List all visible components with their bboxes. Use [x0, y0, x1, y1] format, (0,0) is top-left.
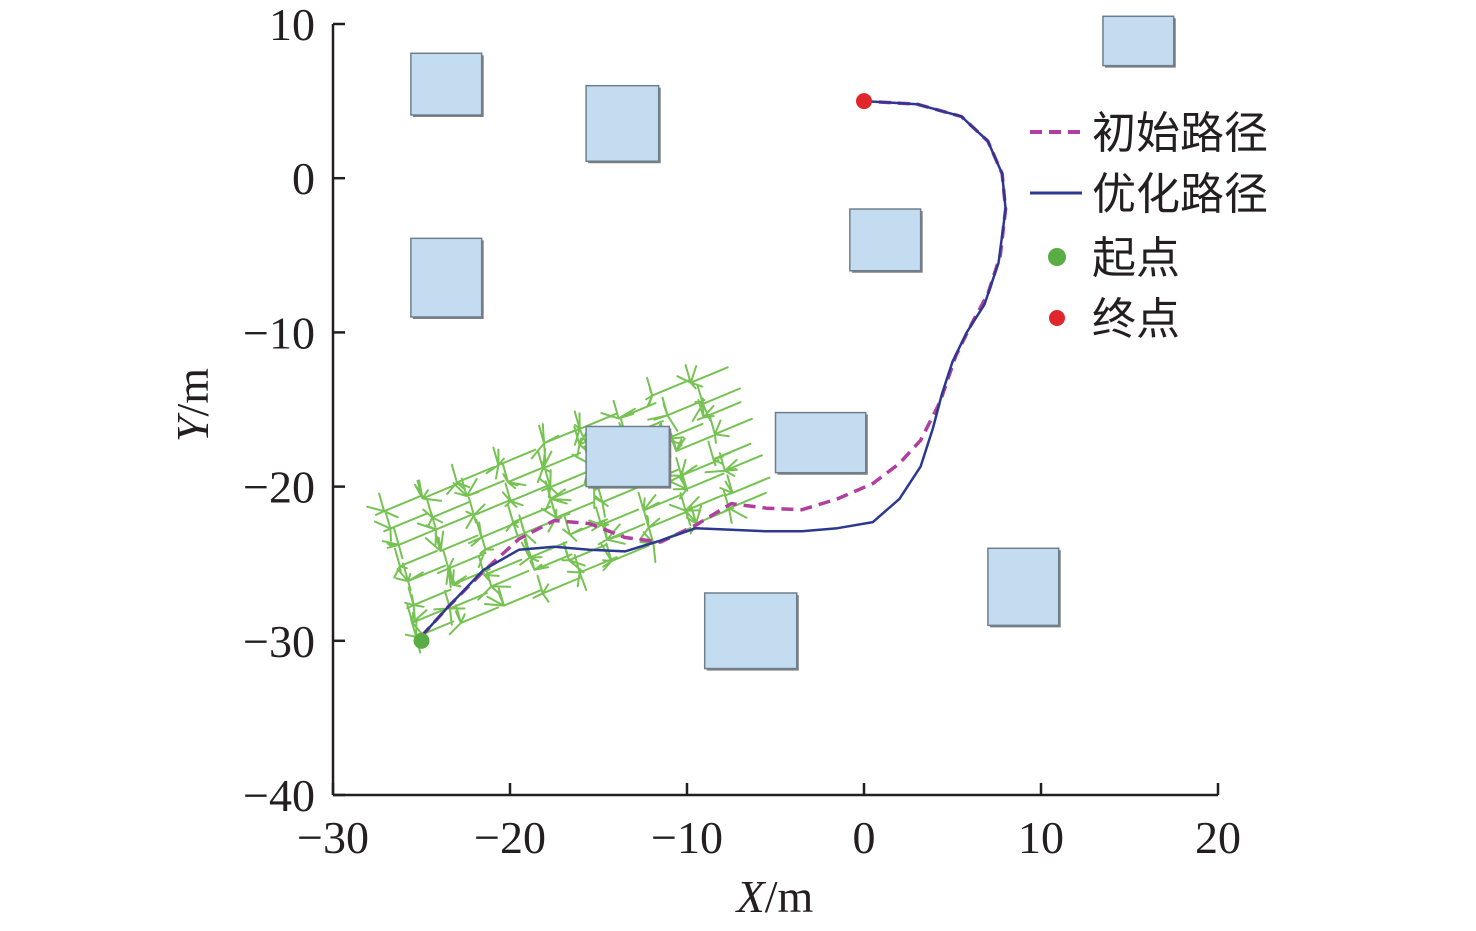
obstacle	[849, 208, 922, 272]
legend-initial-path-label: 初始路径	[1092, 108, 1268, 159]
legend: 初始路径 优化路径 起点 终点	[1030, 108, 1268, 345]
initial-path-line	[420, 99, 1008, 638]
endpoints	[413, 93, 872, 649]
optimized-path-line	[420, 99, 1007, 638]
legend-start-marker	[1048, 248, 1066, 266]
x-tick-label: −10	[651, 812, 723, 863]
legend-start-label: 起点	[1092, 233, 1180, 284]
obstacle	[410, 237, 483, 318]
obstacle	[774, 411, 867, 474]
obstacle	[703, 592, 798, 670]
y-tick-label: −20	[243, 462, 315, 513]
y-tick-label: 10	[269, 0, 315, 50]
obstacle	[987, 547, 1060, 627]
x-tick-label: −30	[297, 812, 369, 863]
x-tick-label: 10	[1018, 812, 1064, 863]
paths	[420, 99, 1008, 638]
legend-end-label: 终点	[1092, 294, 1180, 345]
obstacle	[1102, 15, 1175, 67]
obstacle	[585, 425, 671, 488]
obstacle	[585, 84, 660, 162]
end-point	[856, 93, 872, 110]
y-tick-label: −30	[243, 616, 315, 667]
tree-branches	[366, 364, 771, 654]
y-axis-label: Y/m	[167, 368, 218, 442]
x-tick-label: 0	[853, 812, 876, 863]
y-tick-label: −40	[243, 770, 315, 821]
legend-optimized-path-label: 优化路径	[1092, 169, 1268, 220]
exploration-tree	[366, 364, 771, 654]
x-tick-label: 20	[1195, 812, 1241, 863]
legend-end-marker	[1049, 310, 1065, 326]
obstacle	[410, 52, 483, 116]
y-tick-label: −10	[243, 307, 315, 358]
obstacles	[410, 15, 1176, 671]
x-tick-label: −20	[474, 812, 546, 863]
start-point	[413, 632, 430, 649]
y-tick-label: 0	[292, 153, 315, 204]
x-axis-label: X/m	[735, 871, 814, 922]
